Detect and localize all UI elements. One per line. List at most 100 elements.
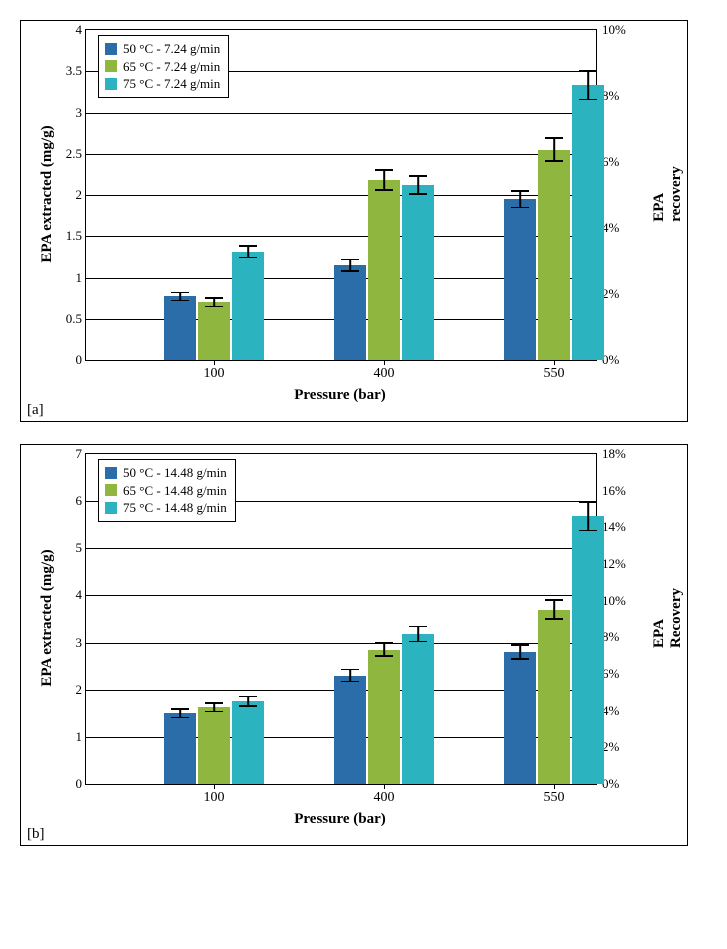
legend-swatch [105,78,117,90]
error-cap [545,160,563,162]
legend-item: 75 °C - 7.24 g/min [105,75,220,93]
error-cap [341,669,359,671]
panel-label: [a] [27,402,44,419]
bar [572,516,604,784]
error-bar [349,669,351,681]
legend: 50 °C - 14.48 g/min65 °C - 14.48 g/min75… [98,459,236,522]
error-bar [383,170,385,190]
error-cap [341,681,359,683]
y-left-axis-label: EPA extracted (mg/g) [39,549,56,686]
bar [164,296,196,360]
bar [368,650,400,784]
legend-swatch [105,502,117,514]
error-cap [171,717,189,719]
legend-swatch [105,467,117,479]
error-bar [383,643,385,656]
y-left-tick-label: 6 [42,493,86,509]
legend-label: 75 °C - 7.24 g/min [123,75,220,93]
legend-item: 65 °C - 14.48 g/min [105,482,227,500]
legend: 50 °C - 7.24 g/min65 °C - 7.24 g/min75 °… [98,35,229,98]
error-cap [409,626,427,628]
error-cap [239,696,257,698]
y-left-axis-label: EPA extracted (mg/g) [39,125,56,262]
error-cap [409,641,427,643]
legend-label: 65 °C - 14.48 g/min [123,482,227,500]
y-right-tick-label: 16% [596,483,642,499]
bar [504,652,536,784]
error-bar [553,138,555,161]
y-left-tick-label: 1 [42,270,86,286]
error-cap [239,257,257,259]
bar [368,180,400,360]
x-tick-label: 400 [374,360,395,382]
bar [164,713,196,784]
error-cap [171,708,189,710]
gridline [86,154,596,155]
chart-panel-b: [b] 012345670%2%4%6%8%10%12%14%16%18%1004… [20,444,688,846]
y-left-tick-label: 1 [42,729,86,745]
y-right-axis-label: EPA recovery [651,166,685,222]
x-axis-label: Pressure (bar) [294,811,386,828]
panel-label: [b] [27,826,45,843]
error-bar [587,71,589,99]
bar [334,265,366,360]
error-bar [417,176,419,194]
gridline [86,595,596,596]
y-right-axis-label: EPA Recovery [651,588,685,648]
gridline [86,113,596,114]
error-cap [239,705,257,707]
legend-item: 50 °C - 14.48 g/min [105,464,227,482]
error-cap [545,599,563,601]
bar [538,610,570,784]
legend-label: 75 °C - 14.48 g/min [123,499,227,517]
bar [334,676,366,784]
y-left-tick-label: 0.5 [42,311,86,327]
error-bar [553,600,555,619]
y-right-tick-label: 18% [596,446,642,462]
error-cap [205,297,223,299]
error-cap [205,702,223,704]
bar [572,85,604,360]
legend-item: 75 °C - 14.48 g/min [105,499,227,517]
error-cap [511,658,529,660]
error-cap [205,711,223,713]
error-cap [511,207,529,209]
legend-label: 50 °C - 7.24 g/min [123,40,220,58]
error-bar [519,191,521,208]
error-cap [341,259,359,261]
error-cap [545,618,563,620]
error-bar [417,627,419,642]
error-cap [579,501,597,503]
error-bar [587,502,589,530]
legend-item: 65 °C - 7.24 g/min [105,58,220,76]
error-cap [375,189,393,191]
error-cap [511,190,529,192]
error-cap [511,644,529,646]
error-cap [579,530,597,532]
y-left-tick-label: 0 [42,776,86,792]
x-tick-label: 550 [544,360,565,382]
bar [402,185,434,360]
bar [402,634,434,784]
legend-swatch [105,484,117,496]
legend-item: 50 °C - 7.24 g/min [105,40,220,58]
error-cap [239,245,257,247]
y-left-tick-label: 3 [42,105,86,121]
y-left-tick-label: 4 [42,22,86,38]
error-cap [205,306,223,308]
legend-label: 65 °C - 7.24 g/min [123,58,220,76]
y-left-tick-label: 7 [42,446,86,462]
y-left-tick-label: 3.5 [42,63,86,79]
bar [504,199,536,360]
error-cap [579,99,597,101]
x-axis-label: Pressure (bar) [294,387,386,404]
plot-area: 00.511.522.533.540%2%4%6%8%10%1004005505… [85,29,597,361]
bar [198,302,230,360]
x-tick-label: 400 [374,784,395,806]
plot-area: 012345670%2%4%6%8%10%12%14%16%18%1004005… [85,453,597,785]
legend-swatch [105,43,117,55]
bar [232,701,264,784]
error-cap [375,655,393,657]
error-cap [579,70,597,72]
error-cap [171,300,189,302]
